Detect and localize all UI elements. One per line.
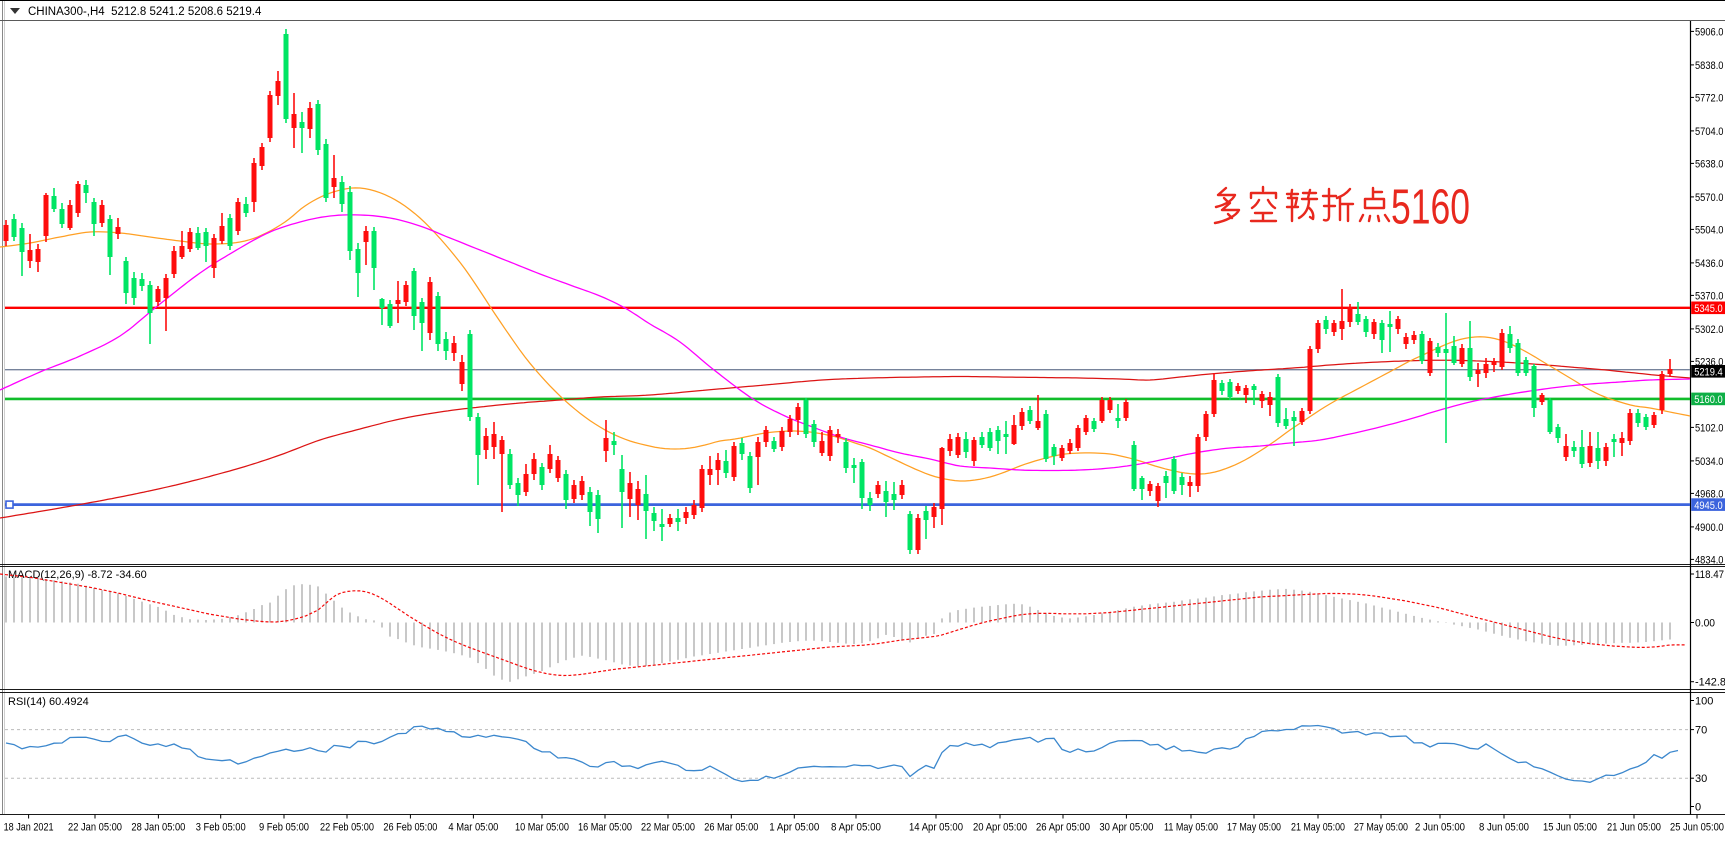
svg-text:30 Apr 05:00: 30 Apr 05:00: [1099, 822, 1153, 834]
svg-text:22 Feb 05:00: 22 Feb 05:00: [320, 822, 374, 834]
svg-text:4834.0: 4834.0: [1695, 554, 1724, 566]
svg-text:5160: 5160: [1391, 181, 1470, 235]
svg-text:-142.8: -142.8: [1695, 677, 1725, 689]
svg-text:5704.0: 5704.0: [1695, 126, 1724, 138]
svg-text:4968.0: 4968.0: [1695, 488, 1724, 500]
svg-text:5772.0: 5772.0: [1695, 92, 1724, 104]
svg-text:22 Mar 05:00: 22 Mar 05:00: [641, 822, 695, 834]
svg-text:5570.0: 5570.0: [1695, 192, 1724, 204]
svg-text:4945.0: 4945.0: [1694, 500, 1723, 512]
svg-text:8 Apr 05:00: 8 Apr 05:00: [831, 822, 881, 834]
svg-text:4 Mar 05:00: 4 Mar 05:00: [448, 822, 498, 834]
svg-text:5638.0: 5638.0: [1695, 158, 1724, 170]
svg-text:21 May 05:00: 21 May 05:00: [1291, 822, 1345, 834]
svg-text:25 Jun 05:00: 25 Jun 05:00: [1670, 822, 1724, 834]
svg-text:17 May 05:00: 17 May 05:00: [1227, 822, 1281, 834]
svg-text:21 Jun 05:00: 21 Jun 05:00: [1607, 822, 1661, 834]
svg-text:18 Jan 2021: 18 Jan 2021: [4, 822, 54, 834]
svg-text:CHINA300-,H4 5212.8 5241.2 52: CHINA300-,H4 5212.8 5241.2 5208.6 5219.4: [28, 6, 262, 18]
svg-text:5345.0: 5345.0: [1694, 303, 1723, 315]
svg-text:0: 0: [1695, 802, 1701, 814]
svg-text:28 Jan 05:00: 28 Jan 05:00: [131, 822, 185, 834]
svg-text:8 Jun 05:00: 8 Jun 05:00: [1479, 822, 1529, 834]
svg-text:RSI(14) 60.4924: RSI(14) 60.4924: [8, 696, 89, 708]
svg-text:26 Mar 05:00: 26 Mar 05:00: [704, 822, 758, 834]
svg-text:5102.0: 5102.0: [1695, 422, 1724, 434]
svg-text:20 Apr 05:00: 20 Apr 05:00: [973, 822, 1027, 834]
svg-text:5302.0: 5302.0: [1695, 324, 1724, 336]
svg-text:15 Jun 05:00: 15 Jun 05:00: [1543, 822, 1597, 834]
svg-text:27 May 05:00: 27 May 05:00: [1354, 822, 1408, 834]
svg-text:5160.0: 5160.0: [1694, 394, 1723, 406]
svg-text:5436.0: 5436.0: [1695, 258, 1724, 270]
svg-text:5219.4: 5219.4: [1694, 367, 1723, 379]
svg-text:5370.0: 5370.0: [1695, 290, 1724, 302]
svg-text:26 Feb 05:00: 26 Feb 05:00: [383, 822, 437, 834]
svg-text:0.00: 0.00: [1695, 618, 1715, 630]
svg-text:100: 100: [1695, 696, 1713, 708]
svg-text:118.47: 118.47: [1695, 569, 1724, 581]
svg-text:5838.0: 5838.0: [1695, 60, 1724, 72]
svg-text:16 Mar 05:00: 16 Mar 05:00: [578, 822, 632, 834]
svg-text:5504.0: 5504.0: [1695, 224, 1724, 236]
svg-text:14 Apr 05:00: 14 Apr 05:00: [909, 822, 963, 834]
svg-text:26 Apr 05:00: 26 Apr 05:00: [1036, 822, 1090, 834]
svg-text:MACD(12,26,9) -8.72 -34.60: MACD(12,26,9) -8.72 -34.60: [8, 569, 147, 581]
svg-text:4900.0: 4900.0: [1695, 522, 1724, 534]
svg-text:1 Apr 05:00: 1 Apr 05:00: [769, 822, 819, 834]
svg-text:70: 70: [1695, 725, 1707, 737]
svg-text:3 Feb 05:00: 3 Feb 05:00: [196, 822, 246, 834]
svg-text:22 Jan 05:00: 22 Jan 05:00: [68, 822, 122, 834]
svg-text:10 Mar 05:00: 10 Mar 05:00: [515, 822, 569, 834]
svg-text:11 May 05:00: 11 May 05:00: [1164, 822, 1218, 834]
svg-text:30: 30: [1695, 773, 1707, 785]
svg-text:5906.0: 5906.0: [1695, 26, 1724, 38]
svg-text:5034.0: 5034.0: [1695, 456, 1724, 468]
svg-text:2 Jun 05:00: 2 Jun 05:00: [1415, 822, 1465, 834]
svg-text:9 Feb 05:00: 9 Feb 05:00: [259, 822, 309, 834]
